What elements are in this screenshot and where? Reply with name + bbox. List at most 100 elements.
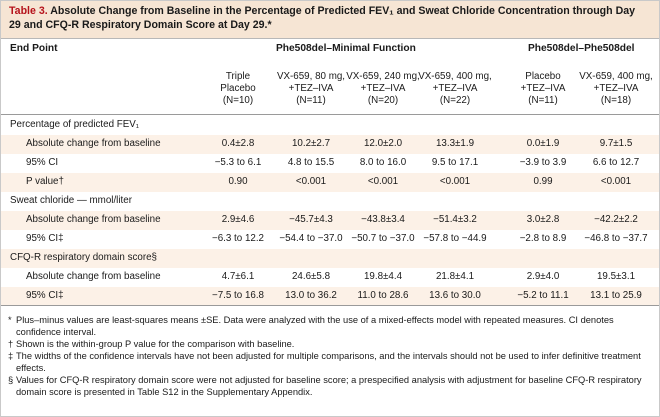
table-cell: −51.4±3.2 [433, 214, 477, 225]
table-cell: 13.0 to 36.2 [285, 290, 337, 301]
table-cell: 19.8±4.4 [363, 271, 403, 282]
row-label: P value† [26, 176, 64, 187]
table-cell: 2.9±4.0 [526, 271, 560, 282]
table-cell: 0.0±1.9 [526, 138, 560, 149]
footnote-text: The widths of the confidence intervals h… [16, 351, 641, 373]
section-row: CFQ-R respiratory domain score§ [1, 249, 659, 268]
table-title: Table 3. Absolute Change from Baseline i… [9, 4, 649, 32]
table-cell: −43.8±3.4 [361, 214, 405, 225]
table-row: Absolute change from baseline 4.7±6.1 24.6… [1, 268, 659, 287]
table-cell: −5.3 to 6.1 [214, 157, 262, 168]
table-cell: 13.6 to 30.0 [429, 290, 481, 301]
column-header-line1: VX-659, 240 mg, [346, 71, 420, 82]
table-row: 95% CI‡ −6.3 to 12.2 −54.4 to −37.0 −50.7 t… [1, 230, 659, 249]
table-cell: <0.001 [367, 176, 399, 187]
footnote-symbol: ‡ [8, 351, 14, 361]
section-title: Sweat chloride — mmol/liter [10, 195, 132, 206]
column-header-line2: Placebo [220, 83, 256, 94]
row-label: 95% CI‡ [26, 233, 64, 244]
footnote-text: Shown is the within-group P value for th… [16, 339, 295, 349]
section-row: Sweat chloride — mmol/liter [1, 192, 659, 211]
column-header-line2: +TEZ–IVA [520, 83, 566, 94]
table-cell: <0.001 [600, 176, 632, 187]
table-cell: 9.5 to 17.1 [431, 157, 479, 168]
table-cell: −3.9 to 3.9 [519, 157, 567, 168]
column-header-line3: (N=18) [600, 95, 632, 106]
table-cell: 3.0±2.8 [526, 214, 560, 225]
table-cell: 2.9±4.6 [221, 214, 255, 225]
table-row: Absolute change from baseline 0.4±2.8 10.2… [1, 135, 659, 154]
row-label: Absolute change from baseline [26, 214, 161, 225]
header-rule [1, 114, 659, 115]
table-cell: −45.7±4.3 [289, 214, 333, 225]
endpoint-header: End Point [10, 43, 58, 54]
table-cell: <0.001 [439, 176, 471, 187]
table-cell: −2.8 to 8.9 [519, 233, 567, 244]
table-cell: 19.5±3.1 [596, 271, 636, 282]
table-cell: −5.2 to 11.1 [517, 290, 569, 301]
table-cell: 0.4±2.8 [221, 138, 255, 149]
table-cell: 21.8±4.1 [435, 271, 475, 282]
section-title: Percentage of predicted FEV₁ [10, 119, 140, 130]
table-cell: 0.99 [533, 176, 553, 187]
bottom-rule [1, 305, 659, 306]
column-header: VX-659, 400 mg, +TEZ–IVA (N=18) [579, 71, 653, 107]
table-cell: −7.5 to 16.8 [211, 290, 265, 301]
column-header-line2: +TEZ–IVA [593, 83, 639, 94]
table-cell: 11.0 to 28.6 [357, 290, 409, 301]
footnote-symbol: * [8, 315, 12, 325]
table-cell: 12.0±2.0 [363, 138, 403, 149]
table-cell: −6.3 to 12.2 [211, 233, 265, 244]
column-header-line3: (N=11) [296, 95, 326, 106]
table-cell: 13.1 to 25.9 [590, 290, 642, 301]
column-header: Placebo +TEZ–IVA (N=11) [506, 71, 580, 107]
column-header-line3: (N=11) [528, 95, 558, 106]
footnote: † Shown is the within-group P value for t… [8, 339, 653, 351]
column-header-line1: VX-659, 400 mg, [579, 71, 653, 82]
column-header-line2: +TEZ–IVA [360, 83, 406, 94]
table-cell: 10.2±2.7 [291, 138, 331, 149]
column-header: Triple Placebo (N=10) [201, 71, 275, 107]
footnote-symbol: † [8, 339, 14, 349]
table-cell: 9.7±1.5 [599, 138, 633, 149]
column-header-line1: Placebo [525, 71, 561, 82]
table-cell: −46.8 to −37.7 [584, 233, 648, 244]
column-header-line3: (N=10) [222, 95, 254, 106]
column-header-line2: +TEZ–IVA [432, 83, 478, 94]
column-header: VX-659, 240 mg, +TEZ–IVA (N=20) [346, 71, 420, 107]
footnote: ‡ The widths of the confidence intervals … [8, 351, 653, 374]
table-row: 95% CI‡ −7.5 to 16.8 13.0 to 36.2 11.0 to 2… [1, 287, 659, 306]
table-cell: 6.6 to 12.7 [592, 157, 640, 168]
row-label: Absolute change from baseline [26, 138, 161, 149]
table-row: 95% CI −5.3 to 6.1 4.8 to 15.5 8.0 to 16.0 9… [1, 154, 659, 173]
column-header-line3: (N=20) [367, 95, 399, 106]
column-header-line3: (N=22) [439, 95, 471, 106]
table-cell: <0.001 [295, 176, 327, 187]
column-header-line1: Triple [225, 71, 251, 82]
table-title-text: Absolute Change from Baseline in the Per… [9, 5, 636, 31]
group-minimal-function-header: Phe508del–Minimal Function [276, 43, 416, 54]
title-band: Table 3. Absolute Change from Baseline i… [1, 1, 659, 38]
footnote: § Values for CFQ-R respiratory domain sco… [8, 375, 653, 398]
table-cell: −54.4 to −37.0 [279, 233, 343, 244]
column-header-line1: VX-659, 80 mg, [276, 71, 346, 82]
table-cell: 0.90 [228, 176, 248, 187]
column-header-line2: +TEZ–IVA [288, 83, 334, 94]
table-cell: 24.6±5.8 [291, 271, 331, 282]
column-header: VX-659, 80 mg, +TEZ–IVA (N=11) [274, 71, 348, 107]
table-cell: −57.8 to −44.9 [423, 233, 487, 244]
footnote: * Plus–minus values are least-squares mea… [8, 315, 653, 338]
column-header-line1: VX-659, 400 mg, [418, 71, 492, 82]
top-rule [1, 38, 659, 39]
section-title: CFQ-R respiratory domain score§ [10, 252, 157, 263]
table-cell: −42.2±2.2 [594, 214, 638, 225]
table-row: P value† 0.90 <0.001 <0.001 <0.001 0.99 <0.001 [1, 173, 659, 192]
column-header: VX-659, 400 mg, +TEZ–IVA (N=22) [418, 71, 492, 107]
table-cell: 13.3±1.9 [435, 138, 475, 149]
footnote-text: Plus–minus values are least-squares mean… [16, 315, 614, 337]
row-label: Absolute change from baseline [26, 271, 161, 282]
group-homozygous-header: Phe508del–Phe508del [528, 43, 635, 54]
row-label: 95% CI [26, 157, 59, 168]
section-row: Percentage of predicted FEV₁ [1, 116, 659, 135]
